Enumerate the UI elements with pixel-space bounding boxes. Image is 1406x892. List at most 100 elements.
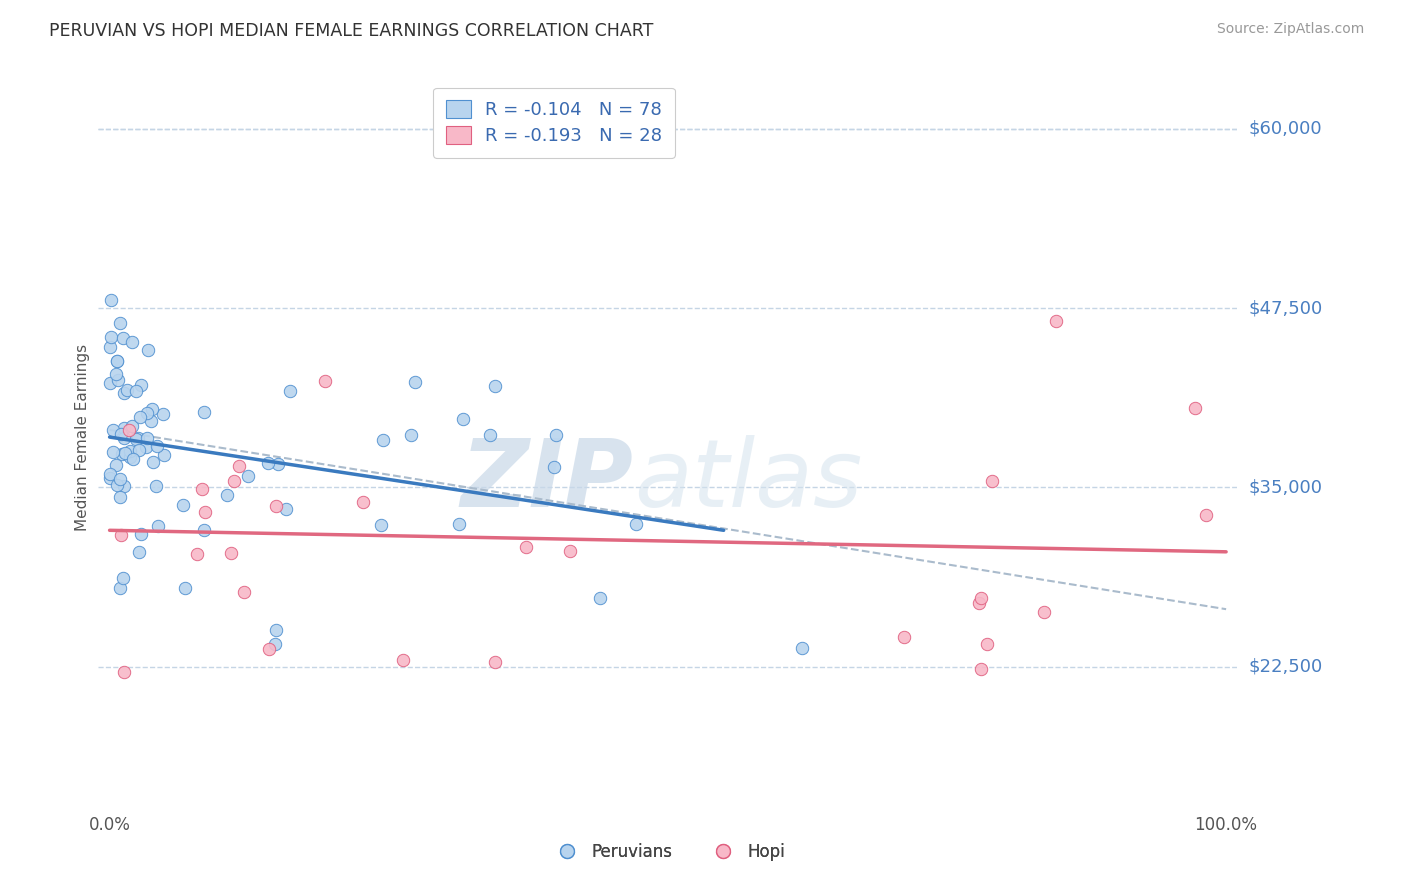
Point xyxy=(278,384,301,398)
Point xyxy=(193,405,215,419)
Point xyxy=(589,591,612,606)
Text: $35,000: $35,000 xyxy=(1249,478,1323,496)
Point xyxy=(1184,401,1206,416)
Point xyxy=(153,448,176,462)
Point xyxy=(399,428,422,442)
Point xyxy=(980,474,1002,488)
Text: $60,000: $60,000 xyxy=(1249,120,1322,137)
Point xyxy=(371,433,394,447)
Point xyxy=(560,544,582,558)
Point xyxy=(478,427,501,442)
Point xyxy=(108,490,131,504)
Point xyxy=(112,665,135,679)
Point xyxy=(970,591,993,605)
Point xyxy=(215,487,238,501)
Point xyxy=(172,499,194,513)
Point xyxy=(125,433,148,447)
Point xyxy=(790,640,813,655)
Point xyxy=(112,385,135,400)
Point xyxy=(893,630,915,644)
Point xyxy=(118,423,141,437)
Point xyxy=(114,445,136,459)
Point xyxy=(264,637,287,651)
Point xyxy=(228,459,250,474)
Point xyxy=(191,482,214,496)
Text: Source: ZipAtlas.com: Source: ZipAtlas.com xyxy=(1216,22,1364,37)
Point xyxy=(112,479,135,493)
Point xyxy=(624,516,647,531)
Point xyxy=(139,414,162,428)
Point xyxy=(264,623,287,637)
Point xyxy=(193,523,215,537)
Text: $22,500: $22,500 xyxy=(1249,657,1323,675)
Point xyxy=(105,458,128,473)
Point xyxy=(100,329,122,343)
Point xyxy=(970,662,993,676)
Point xyxy=(105,477,128,491)
Point xyxy=(135,440,157,454)
Point xyxy=(108,582,131,596)
Point xyxy=(112,330,135,344)
Point xyxy=(110,528,132,542)
Y-axis label: Median Female Earnings: Median Female Earnings xyxy=(75,343,90,531)
Point xyxy=(135,406,157,420)
Point xyxy=(145,439,167,453)
Point xyxy=(976,637,998,651)
Point xyxy=(515,540,537,554)
Point xyxy=(370,517,392,532)
Point xyxy=(391,653,413,667)
Point xyxy=(104,367,127,381)
Point xyxy=(141,401,163,416)
Point xyxy=(100,293,122,307)
Point xyxy=(121,451,143,466)
Text: PERUVIAN VS HOPI MEDIAN FEMALE EARNINGS CORRELATION CHART: PERUVIAN VS HOPI MEDIAN FEMALE EARNINGS … xyxy=(49,22,654,40)
Text: atlas: atlas xyxy=(634,435,862,526)
Point xyxy=(110,427,132,442)
Point xyxy=(352,494,374,508)
Point xyxy=(121,335,143,350)
Point xyxy=(112,571,135,585)
Point xyxy=(100,340,122,354)
Point xyxy=(112,431,135,445)
Point xyxy=(267,457,290,471)
Point xyxy=(967,596,990,610)
Point xyxy=(404,376,426,390)
Point xyxy=(142,454,165,468)
Point xyxy=(186,548,208,562)
Point xyxy=(135,431,157,445)
Point xyxy=(112,420,135,434)
Legend: Peruvians, Hopi: Peruvians, Hopi xyxy=(544,837,792,868)
Point xyxy=(110,472,132,486)
Point xyxy=(256,457,278,471)
Point xyxy=(117,383,139,397)
Point xyxy=(194,505,217,519)
Point xyxy=(125,384,148,398)
Point xyxy=(100,376,122,391)
Point xyxy=(131,527,153,541)
Point xyxy=(121,419,143,434)
Point xyxy=(484,378,506,392)
Point xyxy=(222,475,245,489)
Point xyxy=(264,499,287,513)
Point xyxy=(136,343,159,358)
Point xyxy=(118,450,141,465)
Point xyxy=(128,545,150,559)
Point xyxy=(221,546,243,560)
Point xyxy=(314,374,336,388)
Point xyxy=(103,445,125,459)
Point xyxy=(127,431,149,445)
Point xyxy=(105,354,128,368)
Point xyxy=(276,501,298,516)
Point xyxy=(111,447,134,461)
Point xyxy=(447,516,470,531)
Point xyxy=(98,467,121,482)
Point xyxy=(1045,314,1067,328)
Point xyxy=(129,378,152,392)
Point xyxy=(98,471,121,485)
Point xyxy=(236,468,259,483)
Point xyxy=(233,585,256,599)
Point xyxy=(145,478,167,492)
Point xyxy=(108,317,131,331)
Text: ZIP: ZIP xyxy=(461,435,634,527)
Point xyxy=(128,443,150,458)
